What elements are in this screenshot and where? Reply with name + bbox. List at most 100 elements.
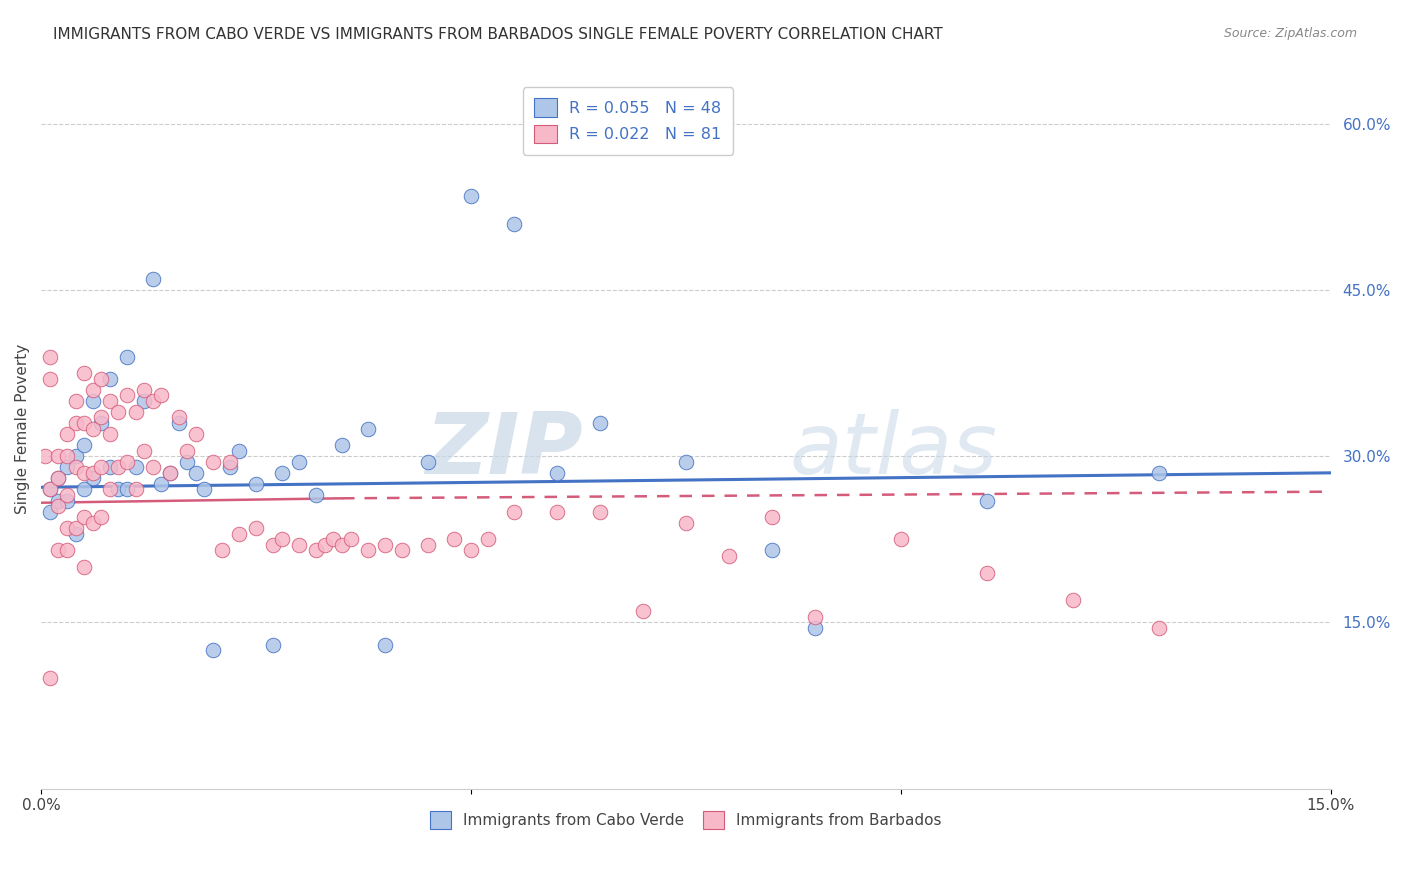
Point xyxy=(460,189,482,203)
Point xyxy=(125,483,148,497)
Text: ZIP: ZIP xyxy=(425,409,582,491)
Point xyxy=(270,533,292,547)
Point xyxy=(150,476,173,491)
Point xyxy=(330,438,353,452)
Point xyxy=(56,488,79,502)
Point xyxy=(65,460,87,475)
Y-axis label: Single Female Poverty: Single Female Poverty xyxy=(15,343,30,514)
Point xyxy=(134,443,156,458)
Point xyxy=(82,516,104,530)
Point xyxy=(46,449,69,463)
Point xyxy=(262,638,284,652)
Point xyxy=(115,350,138,364)
Point xyxy=(503,505,526,519)
Point xyxy=(167,410,190,425)
Point xyxy=(1147,621,1170,635)
Point xyxy=(56,460,79,475)
Point xyxy=(330,538,353,552)
Point xyxy=(90,510,112,524)
Point xyxy=(262,538,284,552)
Point xyxy=(357,421,380,435)
Point xyxy=(107,405,129,419)
Point xyxy=(176,443,198,458)
Point xyxy=(374,638,396,652)
Point xyxy=(305,488,328,502)
Point xyxy=(477,533,499,547)
Point xyxy=(56,543,79,558)
Point xyxy=(90,410,112,425)
Point xyxy=(65,521,87,535)
Point xyxy=(82,471,104,485)
Point xyxy=(115,455,138,469)
Point xyxy=(142,460,165,475)
Point xyxy=(65,449,87,463)
Point xyxy=(675,455,697,469)
Point xyxy=(90,460,112,475)
Point xyxy=(134,383,156,397)
Point xyxy=(193,483,215,497)
Point xyxy=(159,466,181,480)
Point xyxy=(167,416,190,430)
Point xyxy=(98,372,121,386)
Point xyxy=(374,538,396,552)
Point xyxy=(443,533,465,547)
Point xyxy=(115,388,138,402)
Point xyxy=(270,466,292,480)
Point xyxy=(142,393,165,408)
Point xyxy=(38,671,60,685)
Point xyxy=(82,393,104,408)
Text: IMMIGRANTS FROM CABO VERDE VS IMMIGRANTS FROM BARBADOS SINGLE FEMALE POVERTY COR: IMMIGRANTS FROM CABO VERDE VS IMMIGRANTS… xyxy=(53,27,943,42)
Point xyxy=(245,521,267,535)
Text: atlas: atlas xyxy=(789,409,997,491)
Point xyxy=(150,388,173,402)
Point xyxy=(357,543,380,558)
Point xyxy=(211,543,233,558)
Point xyxy=(314,538,336,552)
Point xyxy=(202,455,225,469)
Point xyxy=(107,460,129,475)
Point xyxy=(142,272,165,286)
Point xyxy=(288,455,311,469)
Point xyxy=(82,383,104,397)
Point xyxy=(546,466,568,480)
Point xyxy=(38,483,60,497)
Text: Source: ZipAtlas.com: Source: ZipAtlas.com xyxy=(1223,27,1357,40)
Point xyxy=(73,416,96,430)
Point xyxy=(460,543,482,558)
Point xyxy=(976,566,998,580)
Point xyxy=(416,538,439,552)
Point xyxy=(98,427,121,442)
Point xyxy=(804,621,827,635)
Legend: Immigrants from Cabo Verde, Immigrants from Barbados: Immigrants from Cabo Verde, Immigrants f… xyxy=(423,805,948,835)
Point xyxy=(65,393,87,408)
Point xyxy=(890,533,912,547)
Point xyxy=(90,372,112,386)
Point xyxy=(38,483,60,497)
Point xyxy=(115,483,138,497)
Point xyxy=(46,499,69,513)
Point xyxy=(56,449,79,463)
Point xyxy=(56,493,79,508)
Point xyxy=(631,604,654,618)
Point xyxy=(503,217,526,231)
Point xyxy=(98,483,121,497)
Point xyxy=(305,543,328,558)
Point xyxy=(82,421,104,435)
Point xyxy=(761,543,783,558)
Point xyxy=(589,416,612,430)
Point xyxy=(125,460,148,475)
Point xyxy=(416,455,439,469)
Point xyxy=(1062,593,1084,607)
Point xyxy=(288,538,311,552)
Point xyxy=(46,471,69,485)
Point xyxy=(46,493,69,508)
Point xyxy=(589,505,612,519)
Point xyxy=(546,505,568,519)
Point xyxy=(73,483,96,497)
Point xyxy=(322,533,344,547)
Point xyxy=(65,416,87,430)
Point xyxy=(391,543,413,558)
Point xyxy=(245,476,267,491)
Point xyxy=(46,471,69,485)
Point xyxy=(675,516,697,530)
